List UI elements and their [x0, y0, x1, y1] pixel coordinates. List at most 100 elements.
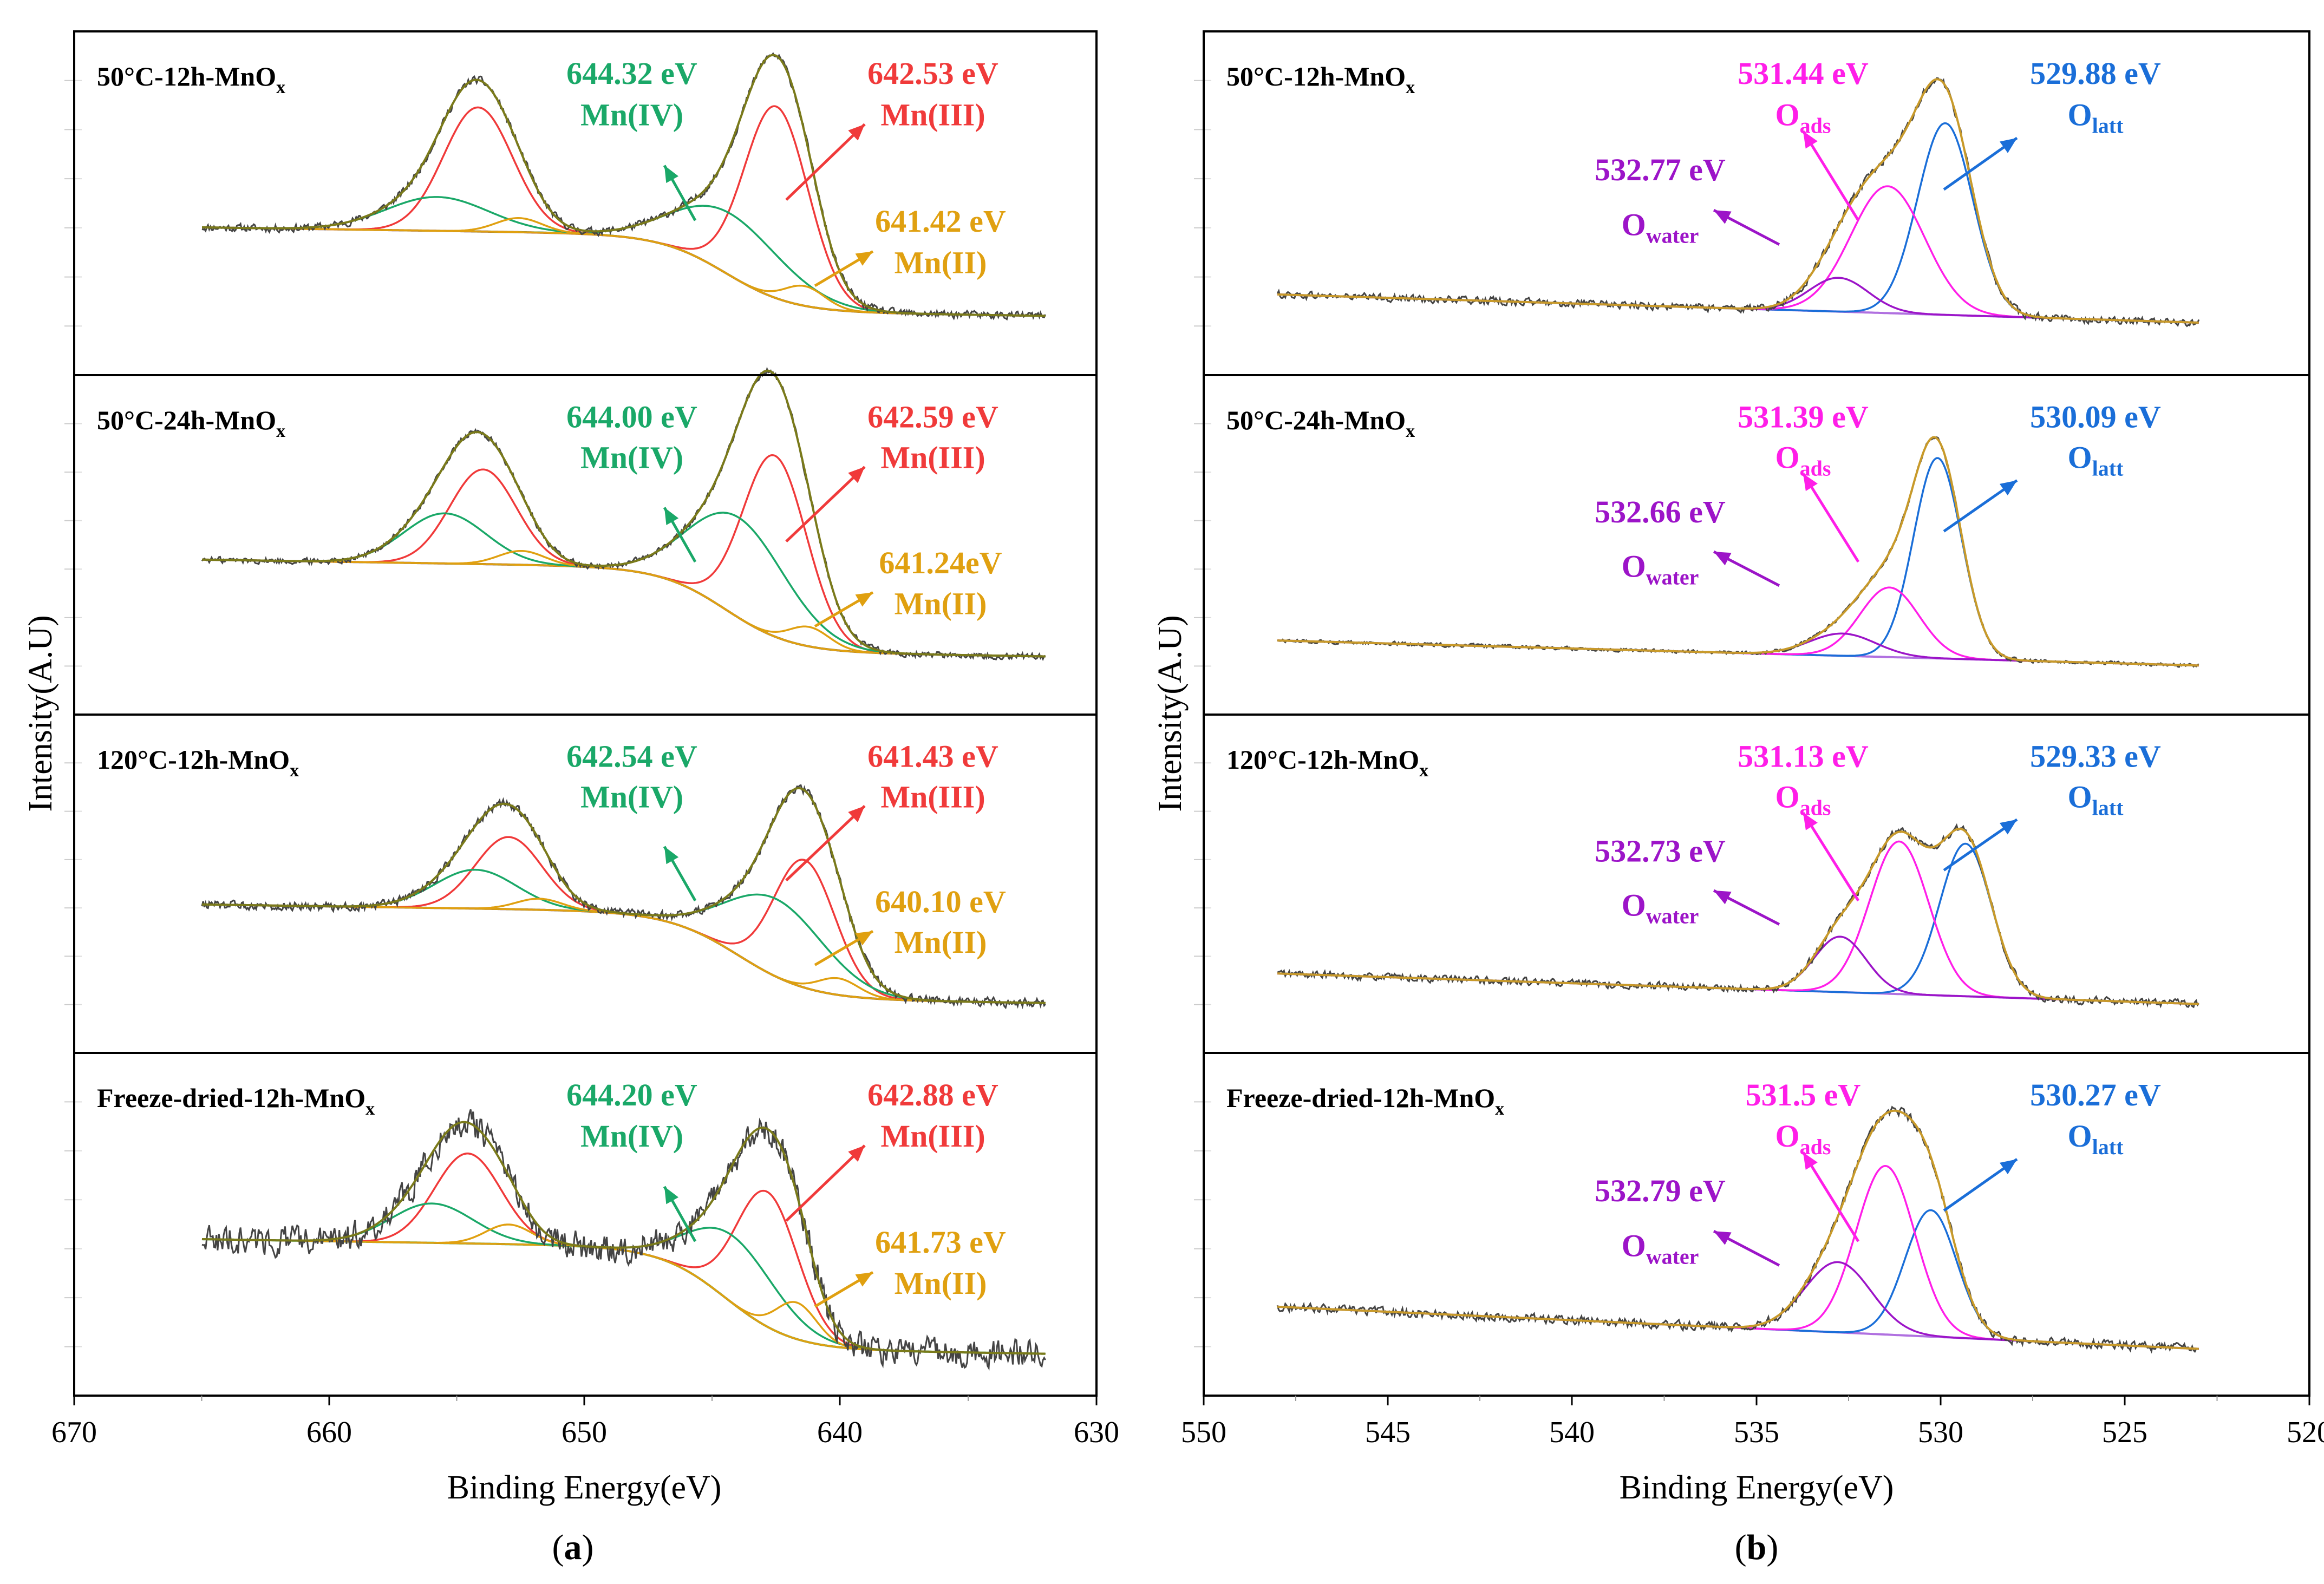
panel-a-4: Freeze-dried-12h-MnOx 644.20 eV Mn(IV) 642.… — [64, 1052, 1098, 1397]
peak-o-latt — [1277, 457, 2199, 667]
annotation-energy: 530.27 eV — [2030, 1077, 2161, 1112]
annotation-mn3: 641.43 eV Mn(III) — [785, 738, 998, 882]
panel-title: 50°C-24h-MnOx — [1226, 405, 1415, 441]
x-tick-label: 545 — [1365, 1416, 1411, 1449]
annotation-energy: 642.88 eV — [867, 1077, 998, 1112]
x-tick-label: 525 — [2102, 1416, 2147, 1449]
annotation-energy: 532.66 eV — [1595, 494, 1726, 529]
annotation-species: Owater — [1622, 887, 1699, 928]
subfigure-label: (a) — [552, 1528, 594, 1567]
envelope-curve — [1277, 827, 2199, 1005]
x-tick-label: 650 — [562, 1416, 607, 1449]
x-tick-label: 660 — [306, 1416, 352, 1449]
arrow-head — [664, 165, 679, 184]
annotation-energy: 529.33 eV — [2030, 738, 2161, 774]
arrow-head — [855, 251, 873, 266]
arrow-head — [1803, 1152, 1818, 1170]
annotation-latt: 530.27 eV Olatt — [1943, 1077, 2161, 1212]
annotation-energy: 644.20 eV — [566, 1077, 697, 1112]
envelope-curve — [1277, 78, 2199, 324]
annotation-energy: 642.59 eV — [867, 399, 998, 434]
annotation-mn2: 641.24eV Mn(II) — [814, 545, 1002, 628]
arrow-head — [1999, 480, 2017, 496]
arrow-head — [855, 592, 873, 607]
annotation-energy: 532.73 eV — [1595, 833, 1726, 868]
peak-o-water — [1277, 1261, 2199, 1350]
x-axis-label: Binding Energy(eV) — [447, 1469, 722, 1506]
annotation-mn3: 642.59 eV Mn(III) — [785, 399, 998, 543]
annotation-energy: 641.43 eV — [867, 738, 998, 774]
raw-spectrum — [1276, 77, 2200, 328]
subfigure-label: (b) — [1735, 1528, 1779, 1567]
peak-mn-iv- — [202, 512, 1046, 658]
x-axis-label: Binding Energy(eV) — [1620, 1469, 1894, 1506]
annotation-species: Mn(III) — [880, 1118, 985, 1154]
x-tick-label: 520 — [2287, 1416, 2324, 1449]
annotation-species: Olatt — [2068, 440, 2124, 481]
annotation-mn3: 642.88 eV Mn(III) — [785, 1077, 998, 1222]
annotation-energy: 531.5 eV — [1746, 1077, 1861, 1112]
panel-title: Freeze-dried-12h-MnOx — [1226, 1083, 1504, 1119]
annotation-energy: 644.00 eV — [566, 399, 697, 434]
panel-title: 50°C-12h-MnOx — [1226, 61, 1415, 97]
annotation-species: Olatt — [2068, 779, 2124, 820]
annotation-water: 532.73 eV Owater — [1595, 833, 1780, 928]
annotation-energy: 640.10 eV — [875, 884, 1006, 919]
y-axis-label: Intensity(A.U) — [1152, 615, 1189, 811]
annotation-mn2: 640.10 eV Mn(II) — [814, 884, 1006, 966]
annotation-energy: 641.42 eV — [875, 204, 1006, 239]
annotation-energy: 642.53 eV — [867, 56, 998, 91]
panel-a-2: 50°C-24h-MnOx 644.00 eV Mn(IV) 642.59 eV Mn(… — [64, 366, 1098, 716]
annotation-arrow — [1801, 811, 1860, 902]
panel-title: 120°C-12h-MnOx — [97, 744, 299, 781]
annotation-species: Olatt — [2068, 97, 2124, 138]
envelope-curve — [202, 54, 1046, 317]
annotation-arrow — [785, 804, 866, 882]
annotation-water: 532.77 eV Owater — [1595, 152, 1780, 248]
x-tick-label: 530 — [1918, 1416, 1963, 1449]
annotation-mn4: 644.20 eV Mn(IV) — [566, 1077, 697, 1242]
annotation-mn2: 641.73 eV Mn(II) — [814, 1225, 1006, 1308]
panel-title: Freeze-dried-12h-MnOx — [97, 1083, 375, 1119]
annotation-mn4: 644.00 eV Mn(IV) — [566, 399, 697, 563]
arrow-head — [1803, 473, 1818, 492]
arrow-head — [664, 507, 679, 526]
annotation-species: Mn(IV) — [580, 779, 683, 814]
annotation-energy: 529.88 eV — [2030, 56, 2161, 91]
annotation-energy: 641.24eV — [879, 545, 1002, 580]
arrow-head — [855, 931, 873, 946]
x-tick-label: 540 — [1549, 1416, 1595, 1449]
x-tick-label: 535 — [1734, 1416, 1779, 1449]
annotation-species: Mn(III) — [880, 97, 985, 132]
annotation-latt: 529.88 eV Olatt — [1943, 56, 2161, 191]
arrow-head — [664, 1186, 679, 1205]
annotation-species: Mn(III) — [880, 779, 985, 814]
peak-o-water — [1277, 277, 2199, 324]
annotation-species: Owater — [1622, 207, 1699, 248]
annotation-arrow — [1801, 1151, 1860, 1242]
annotation-mn4: 642.54 eV Mn(IV) — [566, 738, 697, 901]
arrow-head — [1714, 891, 1732, 905]
envelope-curve — [202, 369, 1046, 658]
arrow-head — [855, 1272, 873, 1287]
arrow-head — [848, 1145, 865, 1162]
panel-title: 50°C-12h-MnOx — [97, 61, 285, 97]
peak-mn-iv-2p1-2 — [202, 512, 1046, 658]
annotation-species: Mn(III) — [880, 440, 985, 475]
annotation-arrow — [1801, 473, 1860, 563]
annotation-arrow — [785, 123, 866, 201]
arrow-head — [1803, 131, 1818, 149]
peak-mn-iii-2p1-2 — [201, 836, 1046, 1004]
annotation-species: Mn(IV) — [580, 97, 683, 132]
raw-spectrum — [1277, 823, 2199, 1009]
panel-a-3: 120°C-12h-MnOx 642.54 eV Mn(IV) 641.43 eV Mn… — [64, 714, 1098, 1054]
arrow-head — [1714, 552, 1732, 566]
envelope-curve — [201, 787, 1046, 1004]
